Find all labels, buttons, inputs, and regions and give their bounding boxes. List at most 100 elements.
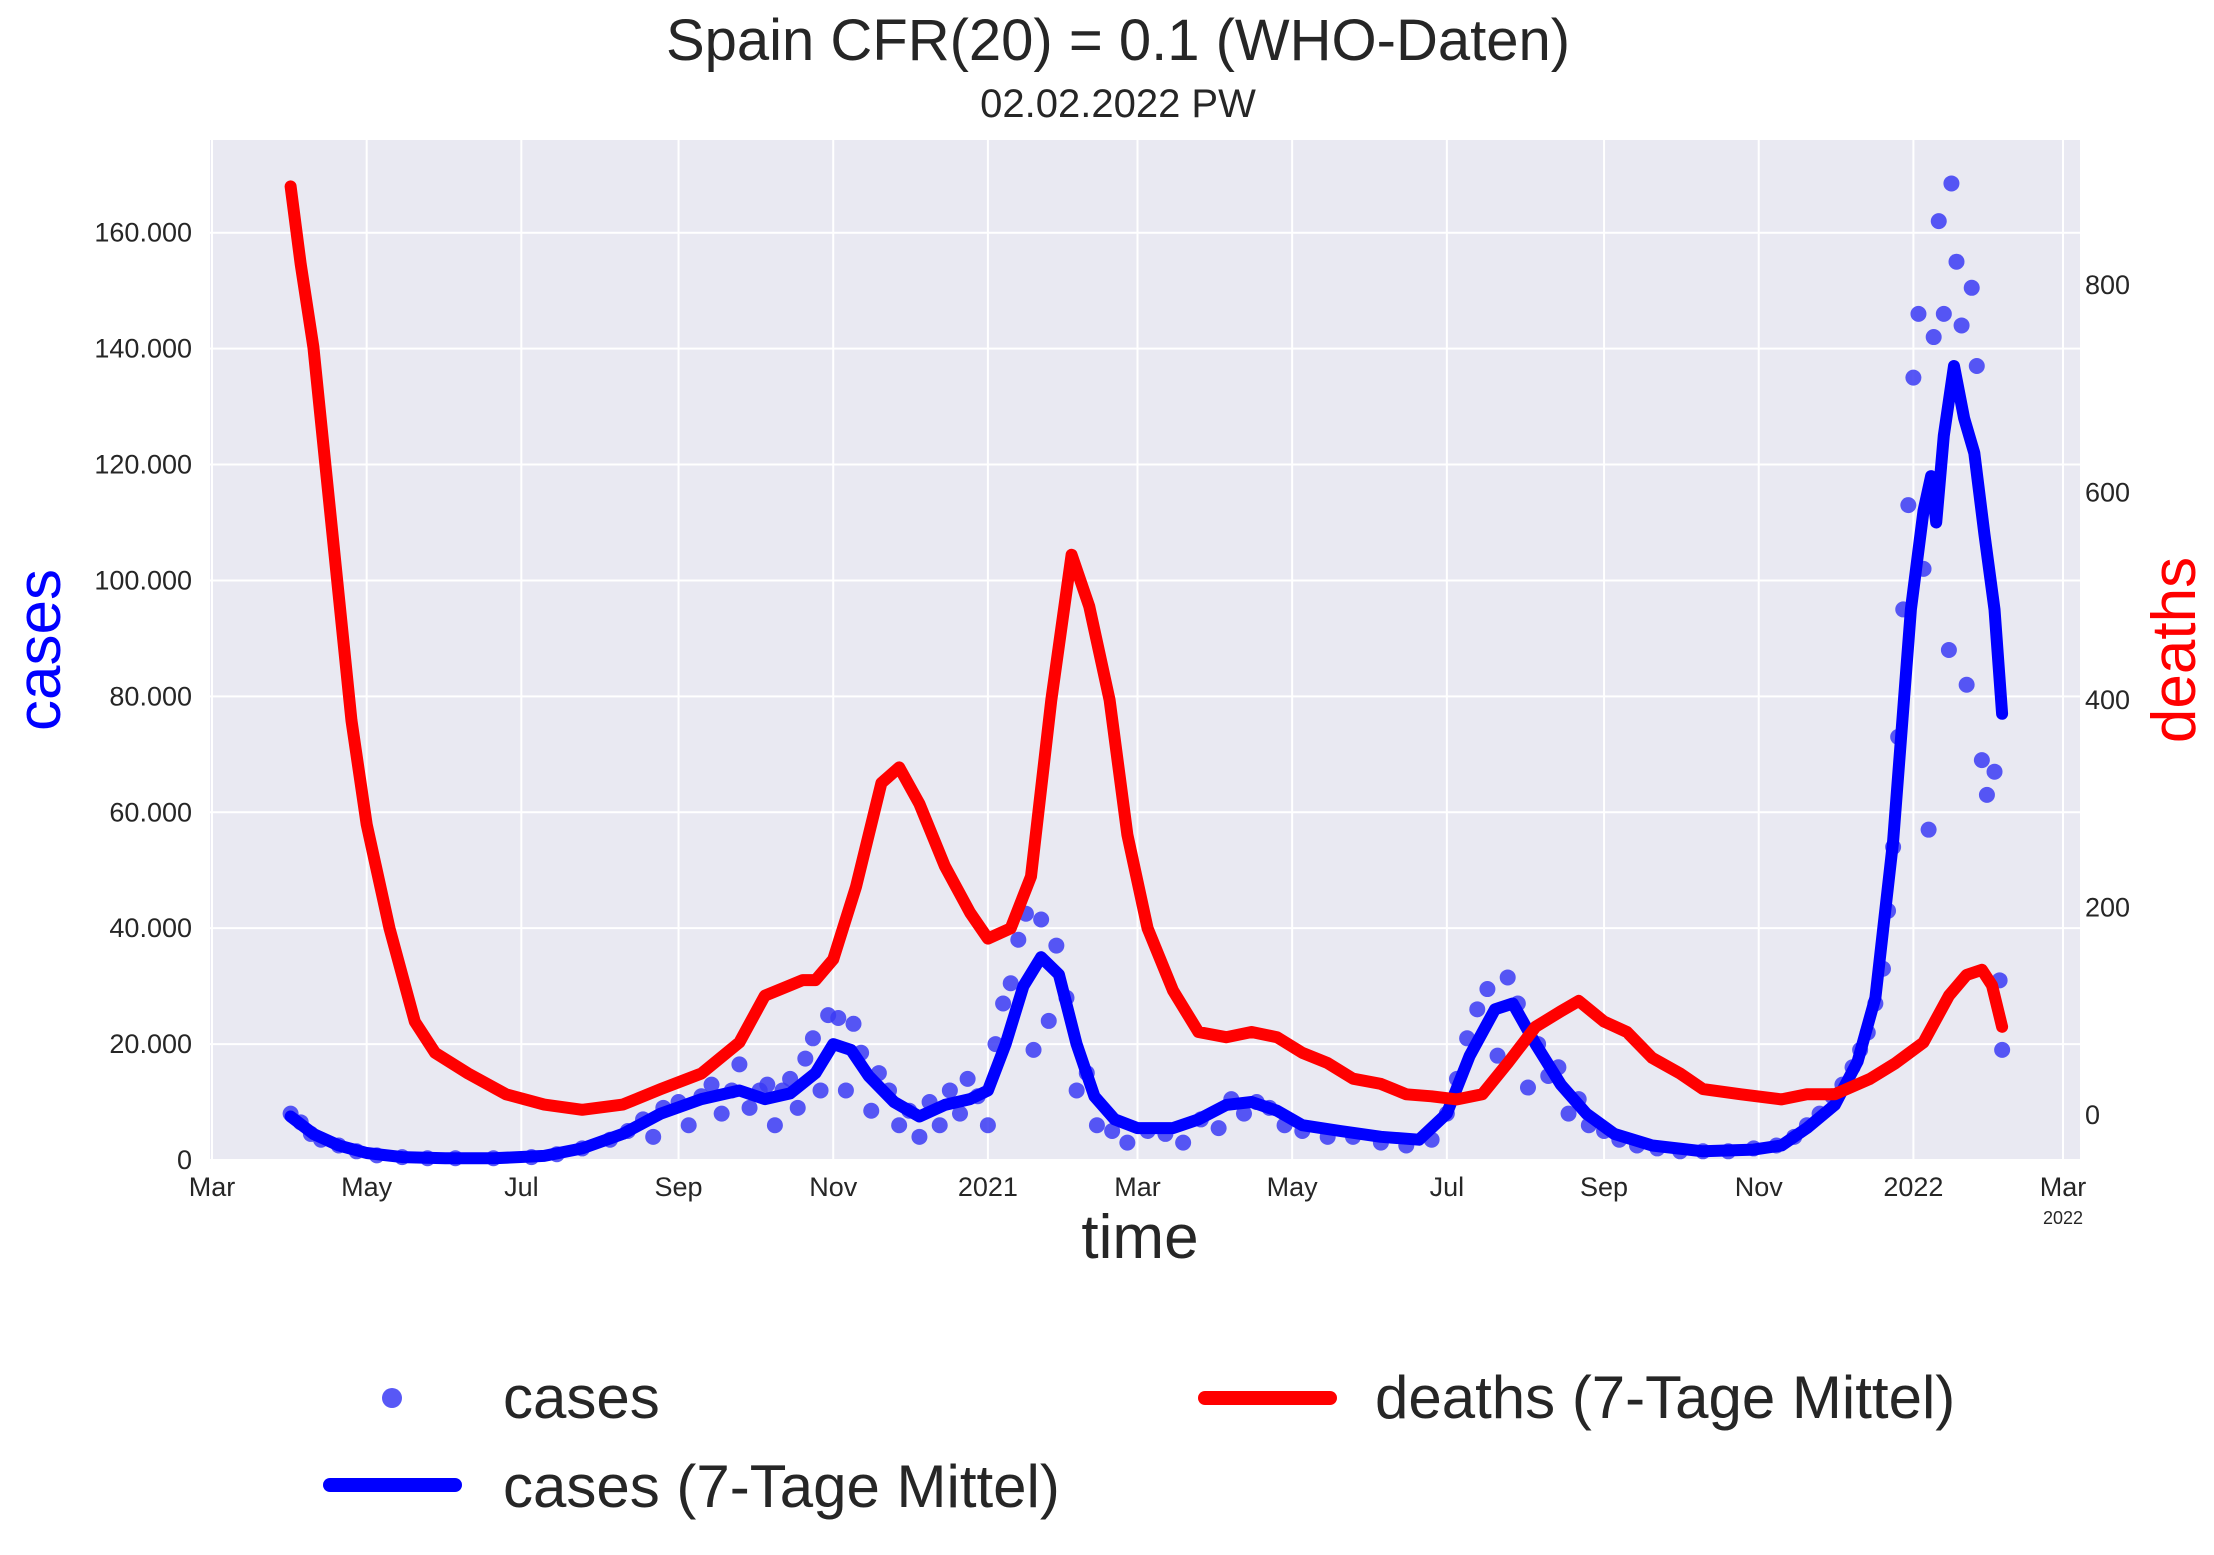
cases-point bbox=[703, 1076, 720, 1093]
cases-point bbox=[1048, 937, 1065, 954]
plot-area bbox=[210, 140, 2080, 1160]
y-right-axis-label: deaths bbox=[2140, 557, 2209, 743]
cases-point bbox=[1119, 1134, 1136, 1151]
cases-point bbox=[863, 1102, 880, 1119]
cases-point bbox=[804, 1030, 821, 1047]
cases-point bbox=[1025, 1041, 1042, 1058]
y-right-tick-label: 400 bbox=[2085, 685, 2130, 715]
cases-point bbox=[959, 1070, 976, 1087]
cases-point bbox=[1986, 763, 2003, 780]
x-tick-label: Mar bbox=[1114, 1172, 1161, 1202]
cases-point bbox=[1210, 1120, 1227, 1137]
x-tick-label: Nov bbox=[809, 1172, 858, 1202]
y-left-tick-label: 140.000 bbox=[94, 334, 192, 364]
cases-point bbox=[731, 1056, 748, 1073]
x-axis-ticks: Mar May Jul Sep Nov 2021 Mar May Jul Sep Nov 2022 Ma… bbox=[189, 1172, 2087, 1228]
legend-cases-marker bbox=[382, 1388, 402, 1408]
cases-point bbox=[789, 1099, 806, 1116]
cases-point bbox=[1978, 786, 1995, 803]
cases-point bbox=[979, 1117, 996, 1134]
y-left-ticks: 0 20.000 40.000 60.000 80.000 100.000 120.000 1… bbox=[94, 218, 192, 1175]
cases-point bbox=[1469, 1001, 1486, 1018]
cases-point bbox=[1010, 931, 1027, 948]
y-right-tick-label: 200 bbox=[2085, 893, 2130, 923]
cases-point bbox=[1953, 317, 1970, 334]
cases-point bbox=[1910, 305, 1927, 322]
x-tick-label: Sep bbox=[1580, 1172, 1628, 1202]
legend-cases-label: cases bbox=[503, 1364, 660, 1431]
x-tick-label: 2021 bbox=[958, 1172, 1018, 1202]
chart-title: Spain CFR(20) = 0.1 (WHO-Daten) bbox=[666, 8, 1570, 73]
cases-point bbox=[1088, 1117, 1105, 1134]
cases-point bbox=[891, 1117, 908, 1134]
x-tick-label: Nov bbox=[1735, 1172, 1784, 1202]
y-left-tick-label: 60.000 bbox=[109, 797, 192, 827]
x-tick-label: Jul bbox=[504, 1172, 539, 1202]
y-left-tick-label: 80.000 bbox=[109, 681, 192, 711]
cases-point bbox=[1968, 358, 1985, 375]
y-left-tick-label: 160.000 bbox=[94, 218, 192, 248]
y-left-tick-label: 40.000 bbox=[109, 913, 192, 943]
cases-point bbox=[1560, 1105, 1577, 1122]
cases-point bbox=[1994, 1041, 2011, 1058]
cases-point bbox=[1519, 1079, 1536, 1096]
cases-point bbox=[1948, 253, 1965, 270]
x-tick-label: Sep bbox=[655, 1172, 703, 1202]
cases-point bbox=[837, 1082, 854, 1099]
cases-point bbox=[941, 1082, 958, 1099]
legend-deaths-avg-label: deaths (7-Tage Mittel) bbox=[1375, 1364, 1955, 1431]
cases-point bbox=[1235, 1105, 1252, 1122]
cases-avg-line bbox=[284, 360, 2009, 1165]
cases-point bbox=[1068, 1082, 1085, 1099]
cases-point bbox=[1963, 279, 1980, 296]
cases-point bbox=[812, 1082, 829, 1099]
cases-point bbox=[1973, 752, 1990, 769]
cases-point bbox=[830, 1010, 847, 1027]
cases-point bbox=[1935, 305, 1952, 322]
cases-point bbox=[680, 1117, 697, 1134]
cases-point bbox=[1033, 911, 1050, 928]
y-right-tick-label: 800 bbox=[2085, 270, 2130, 300]
x-tick-label: Mar bbox=[2040, 1172, 2087, 1202]
cases-point bbox=[931, 1117, 948, 1134]
y-left-tick-label: 20.000 bbox=[109, 1029, 192, 1059]
x-tick-year-label: 2022 bbox=[2043, 1208, 2083, 1228]
cases-point bbox=[1104, 1123, 1121, 1140]
y-left-tick-label: 0 bbox=[177, 1145, 192, 1175]
cases-point bbox=[995, 995, 1012, 1012]
cases-point bbox=[1002, 975, 1019, 992]
x-axis-label: time bbox=[1081, 1203, 1198, 1272]
y-right-ticks: 0 200 400 600 800 bbox=[2085, 270, 2130, 1130]
deaths-avg-line bbox=[284, 180, 2009, 1116]
cases-point bbox=[1479, 981, 1496, 998]
legend: cases cases (7-Tage Mittel) deaths (7-Ta… bbox=[323, 1364, 1955, 1520]
chart-subtitle: 02.02.2022 PW bbox=[980, 82, 1256, 126]
cases-point bbox=[1499, 969, 1516, 986]
x-tick-label: Mar bbox=[189, 1172, 236, 1202]
cases-point bbox=[1175, 1134, 1192, 1151]
cases-point bbox=[1940, 642, 1957, 658]
cases-point bbox=[1925, 329, 1942, 346]
cases-point bbox=[952, 1105, 969, 1122]
x-tick-label: May bbox=[1267, 1172, 1319, 1202]
cases-point bbox=[645, 1128, 662, 1145]
legend-cases-avg-label: cases (7-Tage Mittel) bbox=[503, 1453, 1060, 1520]
cases-point bbox=[911, 1128, 928, 1145]
series-lines bbox=[284, 180, 2009, 1165]
cases-point bbox=[1958, 676, 1975, 693]
cases-point bbox=[741, 1099, 758, 1116]
cases-point bbox=[1943, 175, 1960, 192]
cases-point bbox=[797, 1050, 814, 1067]
y-right-tick-label: 0 bbox=[2085, 1100, 2100, 1130]
y-left-axis-label: cases bbox=[5, 569, 74, 731]
y-left-tick-label: 120.000 bbox=[94, 450, 192, 480]
cases-point bbox=[1900, 497, 1917, 514]
cases-point bbox=[1920, 821, 1937, 838]
cases-point bbox=[1930, 213, 1947, 230]
cases-point bbox=[1489, 1047, 1506, 1064]
cases-point bbox=[1040, 1012, 1057, 1029]
cases-point bbox=[759, 1076, 776, 1093]
cases-point bbox=[766, 1117, 783, 1134]
y-right-tick-label: 600 bbox=[2085, 478, 2130, 508]
